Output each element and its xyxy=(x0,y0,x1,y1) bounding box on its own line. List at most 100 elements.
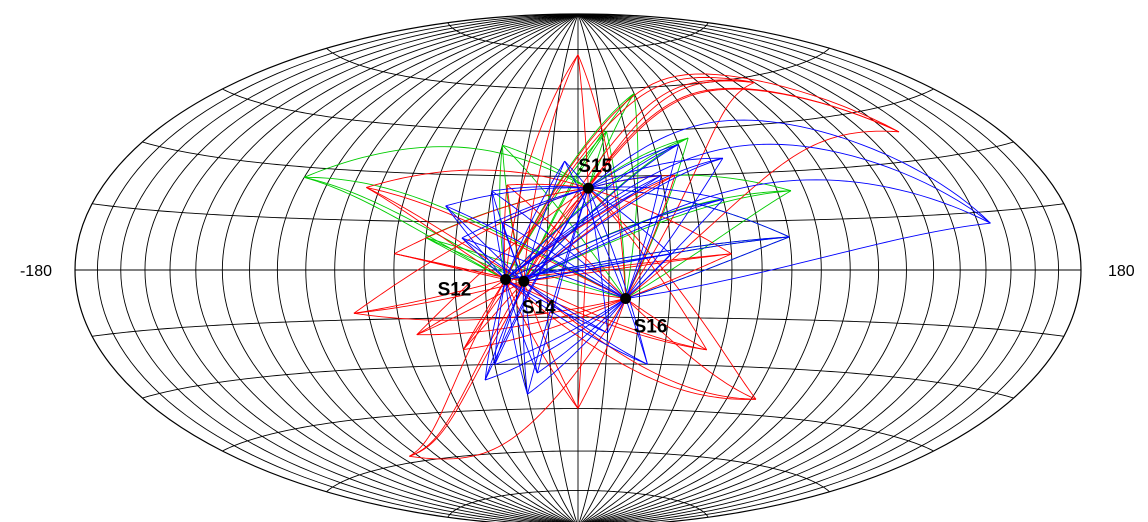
blue-ray-path xyxy=(588,187,671,255)
blue-ray-path xyxy=(523,179,991,282)
red-ray-path xyxy=(587,187,708,351)
green-ray-path xyxy=(587,131,607,189)
red-ray-path xyxy=(505,54,579,280)
blue-ray-path xyxy=(505,253,671,280)
red-ray-path xyxy=(416,187,589,335)
red-ray-path xyxy=(416,279,506,336)
blue-ray-path xyxy=(625,253,671,299)
blue-ray-path xyxy=(505,236,790,280)
blue-ray-path xyxy=(564,160,627,299)
red-ray-path xyxy=(523,281,579,409)
blue-ray-path xyxy=(484,281,525,381)
blue-ray-path xyxy=(523,144,679,282)
blue-ray-group xyxy=(445,119,991,395)
blue-ray-path xyxy=(588,144,679,189)
blue-ray-path xyxy=(505,279,538,374)
red-ray-path xyxy=(366,187,626,299)
blue-ray-path xyxy=(502,222,525,282)
parallel-line xyxy=(326,450,830,493)
red-ray-path xyxy=(625,253,732,299)
red-ray-path xyxy=(523,54,579,282)
blue-ray-path xyxy=(445,205,626,299)
red-ray-path xyxy=(625,82,755,299)
parallel-line xyxy=(447,22,709,51)
meridian-line xyxy=(249,13,579,522)
green-ray-path xyxy=(523,190,792,282)
meridian-line xyxy=(363,13,579,522)
blue-ray-path xyxy=(527,298,626,395)
blue-ray-path xyxy=(502,222,507,280)
longitude-min-label: -180 xyxy=(20,263,52,280)
blue-ray-path xyxy=(505,279,648,365)
blue-ray-path xyxy=(564,160,589,189)
green-ray-path xyxy=(505,137,689,280)
red-ray-path xyxy=(505,279,756,400)
green-ray-path xyxy=(304,176,506,280)
blue-ray-path xyxy=(523,281,538,374)
red-ray-group xyxy=(353,54,900,460)
blue-ray-path xyxy=(484,279,507,381)
red-ray-path xyxy=(587,80,755,189)
blue-ray-path xyxy=(494,281,525,365)
red-ray-path xyxy=(505,76,755,280)
blue-ray-path xyxy=(505,279,608,334)
station-label: S16 xyxy=(634,316,668,337)
station-marker xyxy=(500,274,512,286)
blue-ray-path xyxy=(522,281,528,395)
blue-ray-path xyxy=(523,281,608,334)
parallel-line xyxy=(92,316,1064,337)
red-ray-path xyxy=(507,183,589,189)
blue-ray-path xyxy=(523,281,648,365)
green-ray-path xyxy=(606,131,627,299)
blue-ray-path xyxy=(527,188,589,395)
station-marker xyxy=(518,275,530,287)
blue-ray-path xyxy=(537,298,626,374)
blue-ray-path xyxy=(505,175,662,280)
blue-ray-path xyxy=(505,279,528,395)
blue-ray-path xyxy=(607,298,627,334)
blue-ray-path xyxy=(625,158,724,299)
green-ray-path xyxy=(304,176,626,299)
red-ray-path xyxy=(523,281,707,351)
blue-ray-path xyxy=(523,160,566,282)
red-ray-path xyxy=(394,187,589,255)
station-marker xyxy=(620,292,632,304)
red-ray-path xyxy=(523,281,756,400)
red-ray-path xyxy=(577,54,589,189)
red-ray-path xyxy=(625,298,707,351)
red-ray-path xyxy=(625,298,757,400)
station-markers: S12 S14 S15 S16 xyxy=(438,156,668,337)
graticule xyxy=(75,13,1081,522)
meridian-line xyxy=(96,13,579,522)
green-ray-path xyxy=(425,237,524,282)
meridian-line xyxy=(577,13,1012,522)
red-ray-path xyxy=(463,298,626,350)
blue-ray-path xyxy=(625,236,790,299)
red-ray-path xyxy=(587,187,757,400)
blue-ray-path xyxy=(523,198,724,282)
map-outline xyxy=(74,13,1082,522)
red-ray-path xyxy=(366,187,506,280)
red-ray-path xyxy=(416,298,626,336)
longitude-max-label: 180 xyxy=(1108,263,1135,280)
red-ray-path xyxy=(463,281,525,350)
station-label: S15 xyxy=(578,156,612,177)
blue-ray-path xyxy=(461,237,626,299)
blue-ray-path xyxy=(494,188,589,365)
meridian-line xyxy=(144,13,579,522)
red-ray-path xyxy=(588,187,732,255)
red-ray-path xyxy=(523,174,676,282)
blue-ray-path xyxy=(587,188,648,365)
red-ray-path xyxy=(577,54,627,299)
blue-ray-path xyxy=(523,253,671,282)
blue-ray-path xyxy=(505,143,991,280)
blue-ray-path xyxy=(625,144,679,299)
red-ray-path xyxy=(577,188,589,409)
red-ray-path xyxy=(463,279,506,350)
blue-ray-path xyxy=(588,119,991,224)
meridian-line xyxy=(305,13,579,522)
red-ray-path xyxy=(366,169,589,189)
green-ray-path xyxy=(499,145,507,280)
red-ray-path xyxy=(577,298,627,409)
